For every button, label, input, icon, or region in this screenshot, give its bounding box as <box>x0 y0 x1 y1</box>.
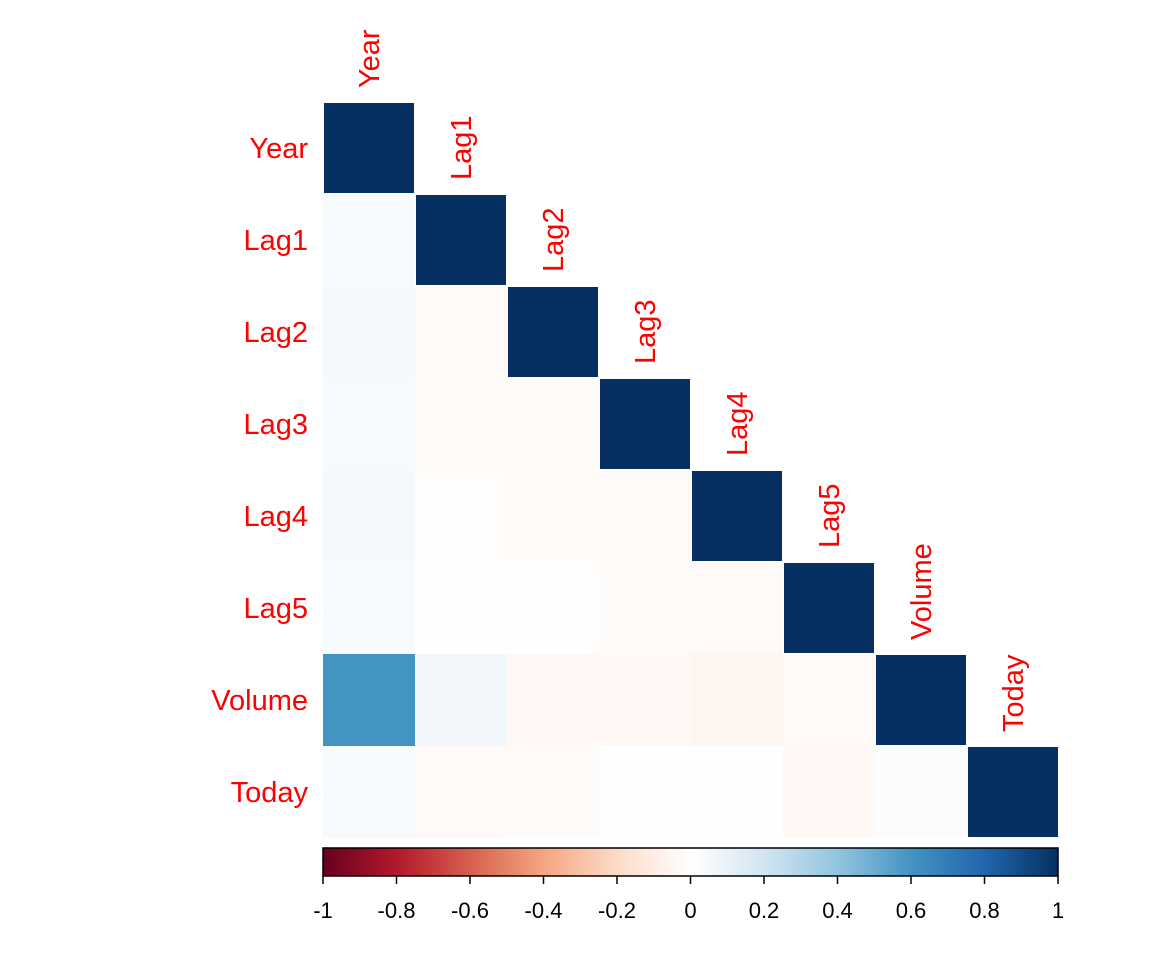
row-label-lag4: Lag4 <box>243 501 308 533</box>
heatmap-cell-lag5-lag4 <box>691 562 783 654</box>
colorbar-tick-label: 0.4 <box>822 898 853 923</box>
row-label-today: Today <box>231 777 309 809</box>
heatmap-cell-lag5-year <box>323 562 415 654</box>
heatmap-cell-volume-lag2 <box>507 654 599 746</box>
colorbar-tick-label: -0.2 <box>598 898 636 923</box>
col-label-today: Today <box>998 654 1030 732</box>
col-label-volume: Volume <box>906 543 938 640</box>
colorbar-tick-label: -0.8 <box>378 898 416 923</box>
heatmap-cell-volume-lag3 <box>599 654 691 746</box>
col-label-year: Year <box>354 29 386 88</box>
colorbar-tick-label: 1 <box>1052 898 1064 923</box>
row-label-lag2: Lag2 <box>243 317 308 349</box>
heatmap-cell-today-volume <box>875 746 967 838</box>
heatmap-cell-lag3-lag3 <box>600 379 690 469</box>
row-label-lag3: Lag3 <box>243 409 308 441</box>
colorbar-tick-label: 0.8 <box>969 898 1000 923</box>
row-label-lag1: Lag1 <box>243 225 308 257</box>
heatmap-cell-volume-lag5 <box>783 654 875 746</box>
colorbar-tick-label: 0.6 <box>896 898 927 923</box>
row-label-volume: Volume <box>211 685 308 717</box>
col-label-lag2: Lag2 <box>538 207 570 272</box>
col-label-lag1: Lag1 <box>446 115 478 180</box>
col-label-lag3: Lag3 <box>630 299 662 364</box>
heatmap-cell-lag5-lag3 <box>599 562 691 654</box>
heatmap-cell-lag4-lag3 <box>599 470 691 562</box>
heatmap-cell-volume-year <box>323 654 415 746</box>
heatmap-cell-today-lag3 <box>599 746 691 838</box>
heatmap-cell-year-year <box>324 103 414 193</box>
heatmap-cell-volume-lag4 <box>691 654 783 746</box>
heatmap-cell-volume-volume <box>876 655 966 745</box>
colorbar-tick-label: -1 <box>313 898 333 923</box>
heatmap-cell-lag5-lag5 <box>784 563 874 653</box>
heatmap-cell-lag2-year <box>323 286 415 378</box>
row-label-year: Year <box>249 133 308 165</box>
heatmap-cell-lag1-lag1 <box>416 195 506 285</box>
heatmap-cell-volume-lag1 <box>415 654 507 746</box>
heatmap-cell-today-today <box>968 747 1058 837</box>
colorbar-tick-label: 0 <box>684 898 696 923</box>
heatmap-cell-lag3-lag1 <box>415 378 507 470</box>
heatmap-cell-lag5-lag2 <box>507 562 599 654</box>
heatmap-cell-lag4-lag1 <box>415 470 507 562</box>
colorbar-tick-label: -0.6 <box>451 898 489 923</box>
heatmap-cell-lag2-lag1 <box>415 286 507 378</box>
heatmap-cell-lag5-lag1 <box>415 562 507 654</box>
heatmap-cell-lag4-lag4 <box>692 471 782 561</box>
heatmap-cell-lag4-lag2 <box>507 470 599 562</box>
col-label-lag5: Lag5 <box>814 483 846 548</box>
heatmap-cell-lag2-lag2 <box>508 287 598 377</box>
col-label-lag4: Lag4 <box>722 391 754 456</box>
heatmap-cell-today-lag5 <box>783 746 875 838</box>
heatmap-cell-today-lag4 <box>691 746 783 838</box>
colorbar-tick-label: -0.4 <box>525 898 563 923</box>
heatmap-cell-lag3-year <box>323 378 415 470</box>
row-label-lag5: Lag5 <box>243 593 308 625</box>
heatmap-cell-lag4-year <box>323 470 415 562</box>
heatmap-cell-lag1-year <box>323 194 415 286</box>
heatmap-cell-lag3-lag2 <box>507 378 599 470</box>
colorbar <box>322 847 1059 877</box>
colorbar-tick-label: 0.2 <box>749 898 780 923</box>
heatmap-cell-today-year <box>323 746 415 838</box>
heatmap-cell-today-lag1 <box>415 746 507 838</box>
heatmap-cell-today-lag2 <box>507 746 599 838</box>
